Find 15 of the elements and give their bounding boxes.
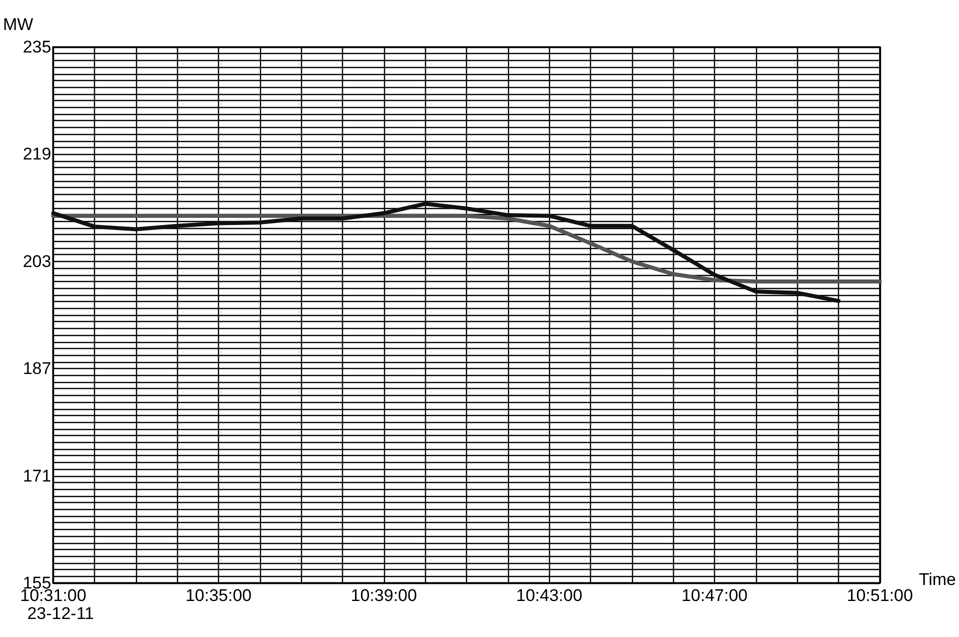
y-tick-label: 203: [22, 252, 52, 271]
x-tick-label: 10:39:00: [350, 586, 417, 605]
line-series: [51, 202, 841, 303]
x-tick-label: 10:43:00: [516, 586, 582, 605]
x-tick-label: 10:35:00: [185, 586, 252, 605]
y-tick-label: 187: [22, 359, 52, 378]
line-series: [51, 214, 882, 284]
text: 23-12-11: [27, 604, 94, 623]
x-tick-label: 10:47:00: [681, 586, 748, 605]
y-tick-label: 219: [22, 144, 52, 164]
x-tick-label: 10:51:00: [846, 586, 913, 605]
y-tick-label: 171: [22, 466, 52, 486]
y-tick-label: 235: [22, 38, 52, 56]
y-axis-title: MW: [2, 15, 34, 34]
x-axis-title: Time: [918, 570, 956, 589]
